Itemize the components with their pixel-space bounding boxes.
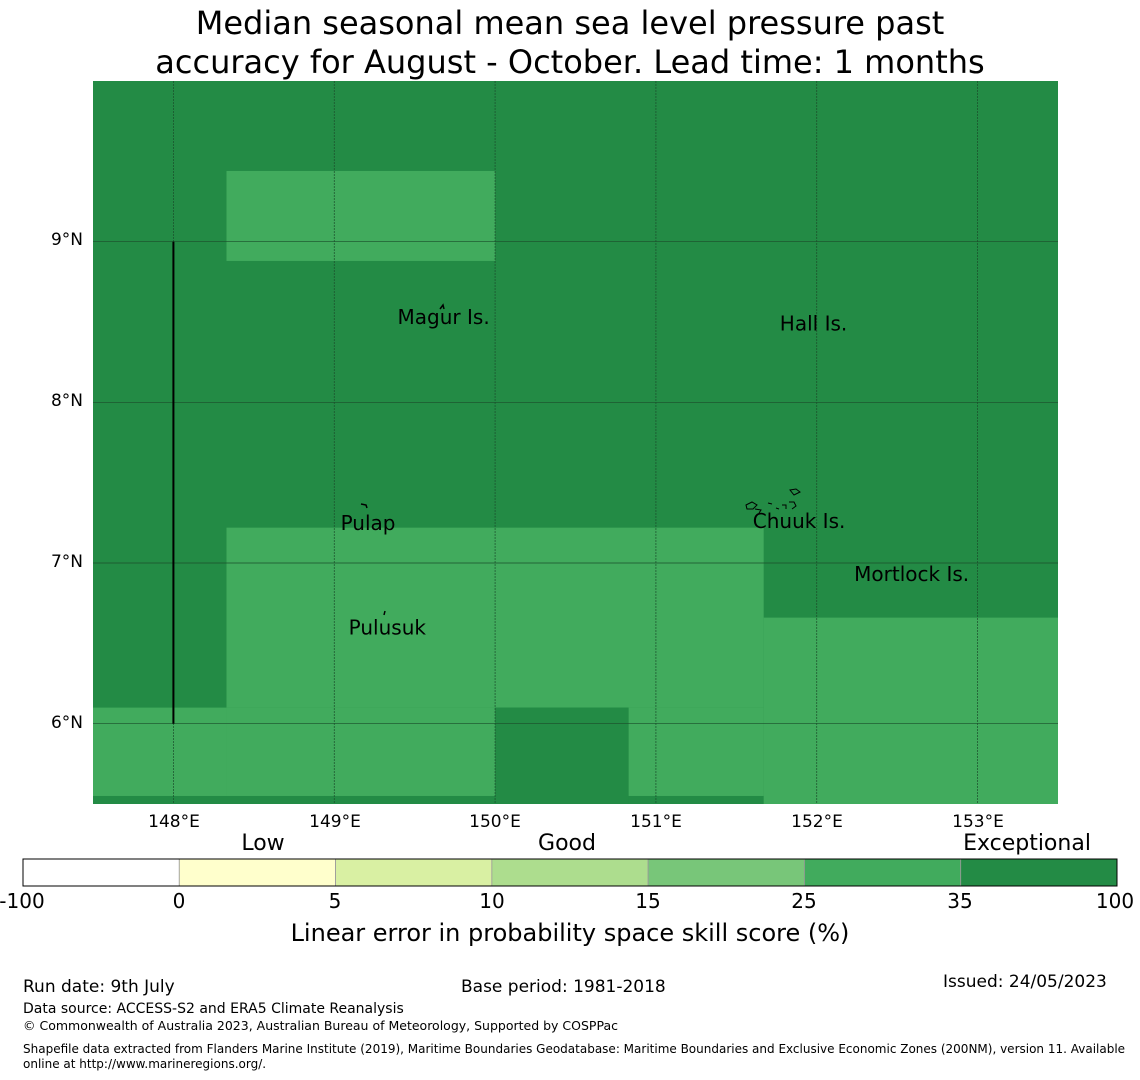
lon-tick-149e: 149°E (309, 812, 361, 832)
colorbar-tick-0: 0 (172, 889, 186, 913)
map-title: Median seasonal mean sea level pressure … (0, 4, 1140, 82)
skill-cells (93, 81, 1058, 804)
skill-cell (226, 527, 764, 708)
colorbar-swatch (491, 858, 649, 887)
colorbar-swatch (178, 858, 336, 887)
gridlines (93, 81, 1058, 804)
skill-cell (93, 707, 227, 796)
skill-cell (495, 707, 629, 804)
issued-date: Issued: 24/05/2023 (943, 972, 1107, 992)
base-period: Base period: 1981-2018 (461, 977, 666, 997)
colorbar-tick-minus100: -100 (0, 889, 45, 913)
place-label: Pulusuk (349, 615, 427, 639)
lon-tick-151e: 151°E (630, 812, 682, 832)
skill-cell (226, 707, 496, 796)
island-outlines (360, 303, 801, 616)
copyright: © Commonwealth of Australia 2023, Austra… (23, 1018, 618, 1033)
colorbar-tick-15: 15 (635, 889, 661, 913)
lon-tick-148e: 148°E (148, 812, 200, 832)
colorbar-tick-10: 10 (479, 889, 505, 913)
place-label: Chuuk Is. (753, 509, 846, 533)
category-good: Good (538, 831, 596, 856)
pulap-island-shape (360, 503, 368, 509)
category-low: Low (241, 831, 285, 856)
colorbar (22, 858, 1118, 887)
title-line-2: accuracy for August - October. Lead time… (155, 43, 985, 81)
run-date: Run date: 9th July (23, 977, 175, 997)
place-label: Hall Is. (780, 312, 847, 336)
colorbar-swatch (335, 858, 493, 887)
magur-island-shape (439, 303, 445, 310)
skill-cell (226, 170, 496, 261)
lon-tick-150e: 150°E (469, 812, 521, 832)
title-line-1: Median seasonal mean sea level pressure … (195, 4, 945, 42)
place-labels: Magur Is. Hall Is. Pulap Chuuk Is. Mortlock … (341, 305, 970, 639)
shapefile-credit-line-2: online at http://www.marineregions.org/. (23, 1057, 267, 1071)
place-label: Pulap (341, 511, 396, 535)
lon-tick-152e: 152°E (791, 812, 843, 832)
colorbar-swatch (647, 858, 805, 887)
colorbar-tick-100: 100 (1095, 889, 1135, 913)
lon-tick-153e: 153°E (952, 812, 1004, 832)
skill-cell (763, 617, 1058, 804)
place-label: Mortlock Is. (854, 562, 969, 586)
colorbar-tick-35: 35 (947, 889, 973, 913)
pulusuk-island-shape (383, 610, 386, 616)
shapefile-credit-line-1: Shapefile data extracted from Flanders M… (23, 1042, 1126, 1056)
lat-tick-9n: 9°N (50, 230, 83, 250)
colorbar-tick-5: 5 (328, 889, 342, 913)
colorbar-swatch (804, 858, 962, 887)
colorbar-swatch (960, 858, 1118, 887)
place-label: Magur Is. (398, 305, 490, 329)
lat-tick-7n: 7°N (50, 552, 83, 572)
data-source: Data source: ACCESS-S2 and ERA5 Climate … (23, 1001, 404, 1017)
lat-tick-8n: 8°N (50, 391, 83, 411)
colorbar-swatch (22, 858, 180, 887)
category-exceptional: Exceptional (963, 831, 1091, 856)
lat-tick-6n: 6°N (50, 713, 83, 733)
skill-cell (628, 707, 764, 796)
chuuk-island-shapes (745, 488, 801, 514)
colorbar-tick-25: 25 (791, 889, 817, 913)
colorbar-outline (22, 858, 1118, 887)
colorbar-label: Linear error in probability space skill … (290, 919, 850, 947)
